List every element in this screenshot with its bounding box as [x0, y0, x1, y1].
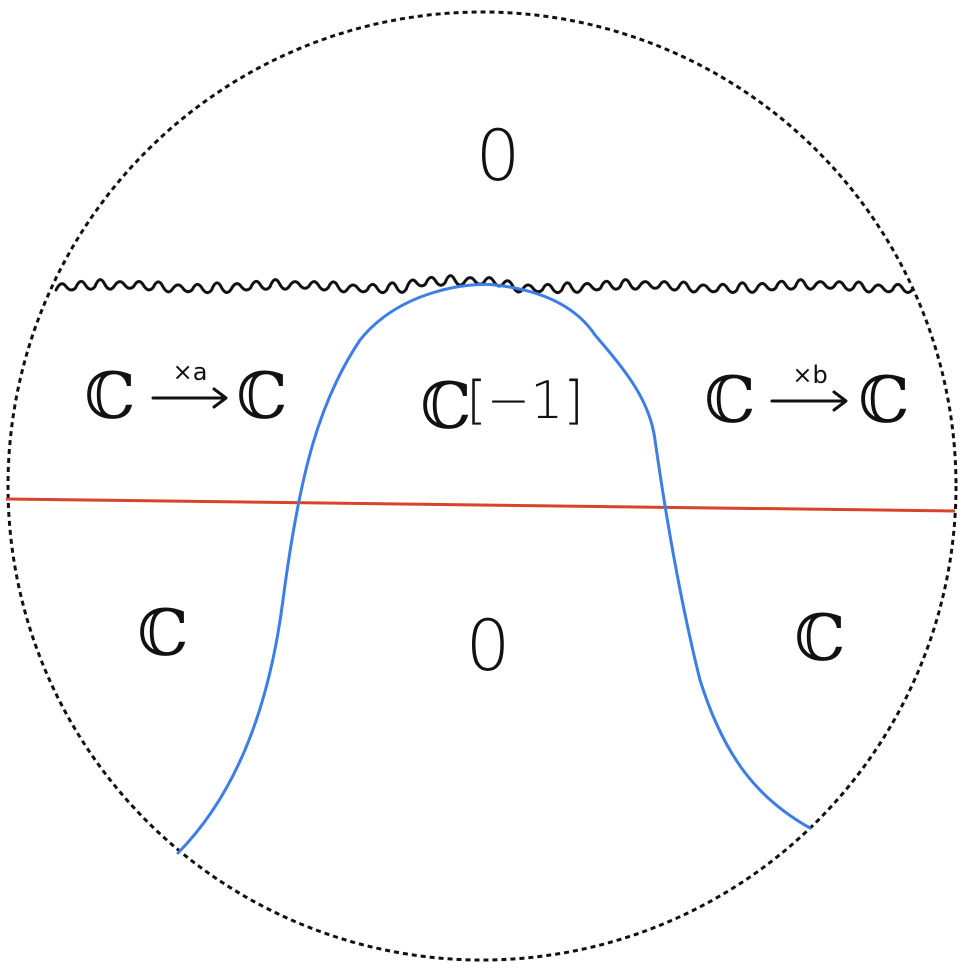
right-source-label: ℂ [705, 364, 756, 438]
right-arrow-label: ×b [792, 361, 827, 389]
blue-curve [176, 283, 812, 855]
wavy-line [54, 274, 914, 295]
disk-boundary [6, 10, 958, 962]
red-line [5, 497, 956, 513]
left-target-label: ℂ [237, 360, 288, 434]
right-arrow [770, 390, 848, 412]
bottom-center-label: 0 [466, 605, 511, 687]
left-source-label: ℂ [85, 360, 136, 434]
top-region-label: 0 [476, 115, 521, 197]
bottom-left-label: ℂ [138, 597, 189, 671]
center-middle-shift: [−1] [466, 371, 583, 431]
left-arrow-label: ×a [173, 358, 208, 386]
right-target-label: ℂ [859, 364, 910, 438]
center-middle-symbol: ℂ [421, 370, 472, 444]
left-arrow [151, 387, 228, 409]
bottom-right-label: ℂ [795, 602, 846, 676]
